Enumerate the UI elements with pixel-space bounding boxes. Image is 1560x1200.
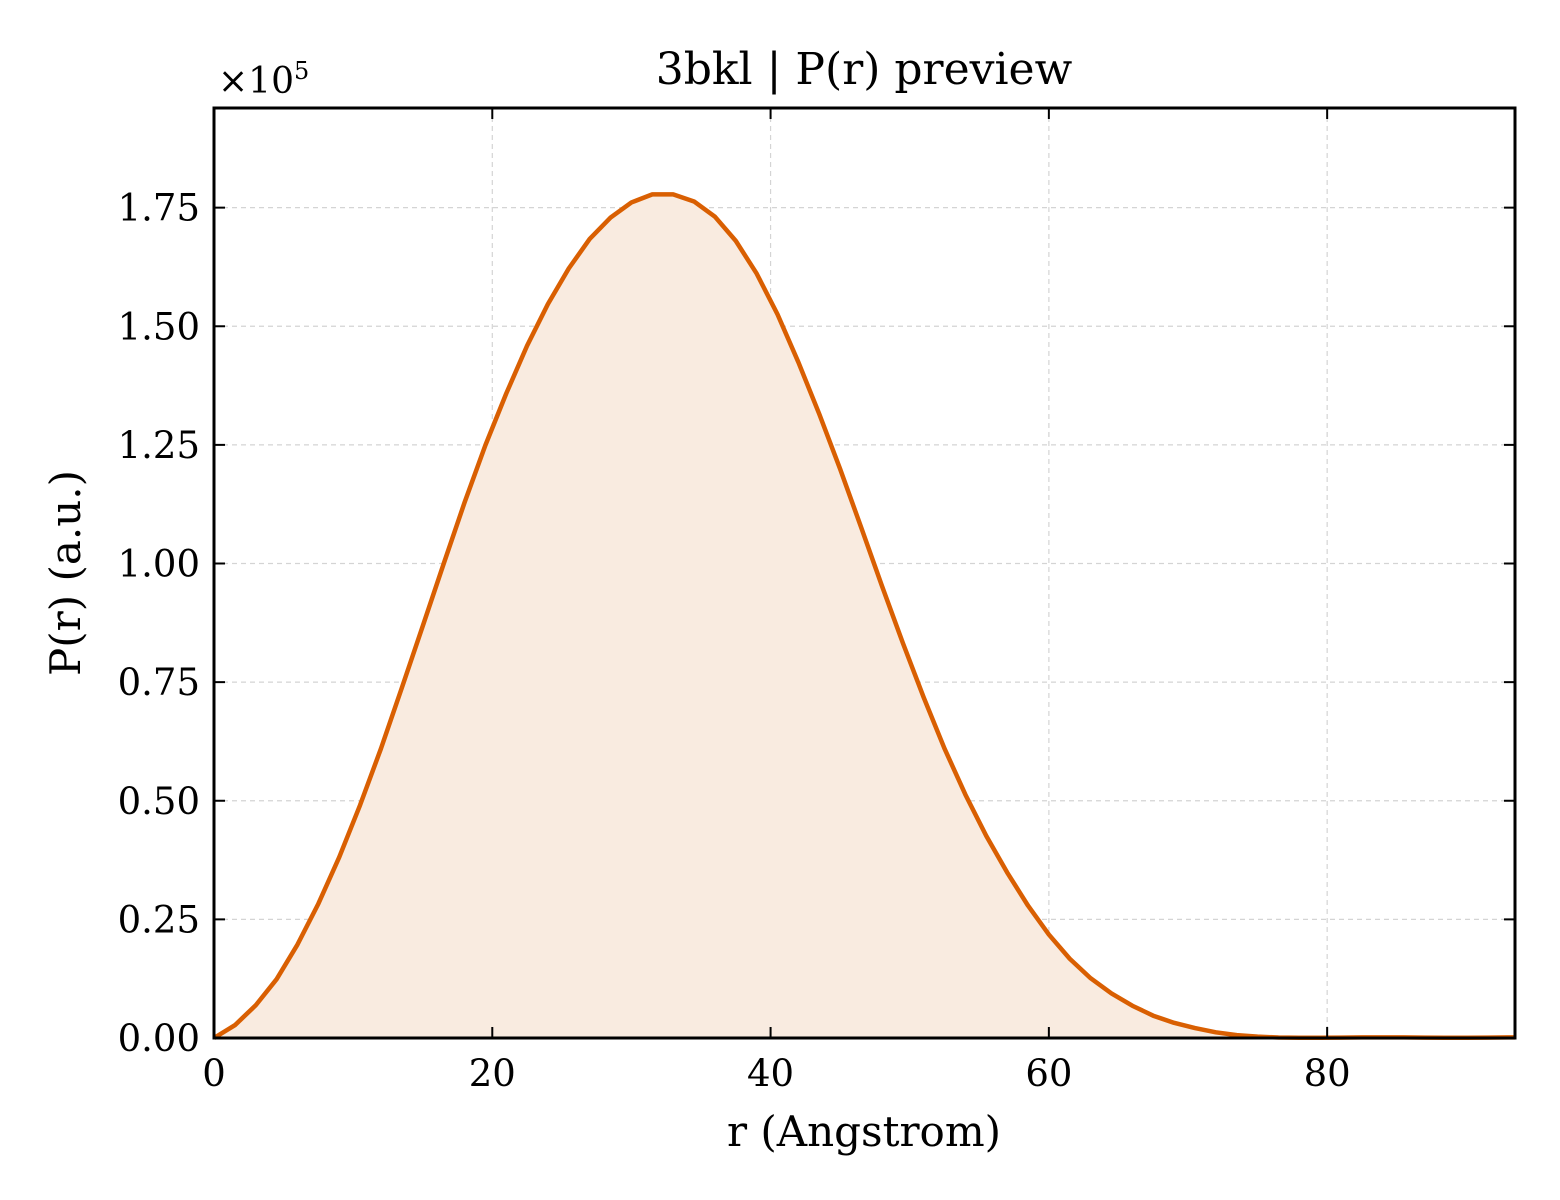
data-point-38 xyxy=(1005,870,1009,874)
data-point-44 xyxy=(1130,1004,1134,1008)
data-point-22 xyxy=(671,192,675,196)
x-tick-label-0: 0 xyxy=(202,1052,226,1095)
x-tick-labels: 0 20 40 60 80 xyxy=(202,1052,1350,1095)
x-tick-label-4: 80 xyxy=(1304,1052,1351,1095)
data-point-8 xyxy=(379,747,383,751)
data-point-35 xyxy=(943,747,947,751)
y-tick-label-1: 0.25 xyxy=(118,898,200,941)
y-offset-multiplier: ×105 xyxy=(218,57,309,102)
y-tick-label-4: 1.00 xyxy=(118,543,200,586)
data-point-10 xyxy=(421,624,425,628)
data-point-43 xyxy=(1109,991,1113,995)
data-point-1 xyxy=(233,1023,237,1027)
data-point-7 xyxy=(358,803,362,807)
data-point-14 xyxy=(504,392,508,396)
data-point-16 xyxy=(546,302,550,306)
data-point-28 xyxy=(796,360,800,364)
y-tick-label-5: 1.25 xyxy=(118,424,200,467)
x-tick-label-1: 20 xyxy=(469,1052,516,1095)
data-point-30 xyxy=(838,467,842,471)
data-point-4 xyxy=(295,943,299,947)
y-tick-label-2: 0.50 xyxy=(118,780,200,823)
x-tick-label-3: 60 xyxy=(1025,1052,1072,1095)
data-point-46 xyxy=(1172,1021,1176,1025)
y-tick-label-7: 1.75 xyxy=(118,187,200,230)
data-point-31 xyxy=(859,525,863,529)
data-point-3 xyxy=(275,977,279,981)
data-point-17 xyxy=(567,266,571,270)
data-point-26 xyxy=(755,272,759,276)
data-point-47 xyxy=(1193,1026,1197,1030)
data-point-13 xyxy=(483,443,487,447)
chart-title: 3bkl | P(r) preview xyxy=(656,44,1073,95)
axis-ticks xyxy=(213,108,1515,1039)
x-axis-title: r (Angstrom) xyxy=(727,1107,1001,1156)
data-point-39 xyxy=(1026,904,1030,908)
data-point-25 xyxy=(734,239,738,243)
data-point-42 xyxy=(1089,976,1093,980)
y-tick-label-6: 1.50 xyxy=(118,305,200,348)
data-point-24 xyxy=(713,215,717,219)
y-tick-labels: 0.00 0.25 0.50 0.75 1.00 1.25 1.50 1.75 xyxy=(118,187,200,1060)
data-point-34 xyxy=(922,695,926,699)
data-point-11 xyxy=(442,562,446,566)
data-point-19 xyxy=(609,216,613,220)
y-tick-label-3: 0.75 xyxy=(118,661,200,704)
data-point-9 xyxy=(400,686,404,690)
y-tick-label-0: 0.00 xyxy=(118,1017,200,1060)
data-point-6 xyxy=(337,855,341,859)
data-point-33 xyxy=(901,641,905,645)
data-point-2 xyxy=(254,1003,258,1007)
data-point-15 xyxy=(525,344,529,348)
data-point-40 xyxy=(1047,933,1051,937)
plot-frame xyxy=(212,106,1517,1040)
data-point-18 xyxy=(588,237,592,241)
data-point-12 xyxy=(462,501,466,505)
data-point-36 xyxy=(963,793,967,797)
data-point-23 xyxy=(692,199,696,203)
y-offset-exponent: 5 xyxy=(294,57,309,85)
data-point-41 xyxy=(1068,957,1072,961)
data-point-20 xyxy=(629,200,633,204)
y-offset-base: ×10 xyxy=(218,61,294,102)
data-point-48 xyxy=(1214,1030,1218,1034)
data-point-5 xyxy=(316,902,320,906)
pr-area-fill xyxy=(214,194,1515,1039)
data-point-37 xyxy=(984,834,988,838)
data-point-21 xyxy=(650,192,654,196)
data-point-32 xyxy=(880,584,884,588)
data-point-45 xyxy=(1151,1014,1155,1018)
data-point-27 xyxy=(776,312,780,316)
x-tick-label-2: 40 xyxy=(747,1052,794,1095)
y-axis-title: P(r) (a.u.) xyxy=(41,470,90,676)
data-point-29 xyxy=(817,412,821,416)
